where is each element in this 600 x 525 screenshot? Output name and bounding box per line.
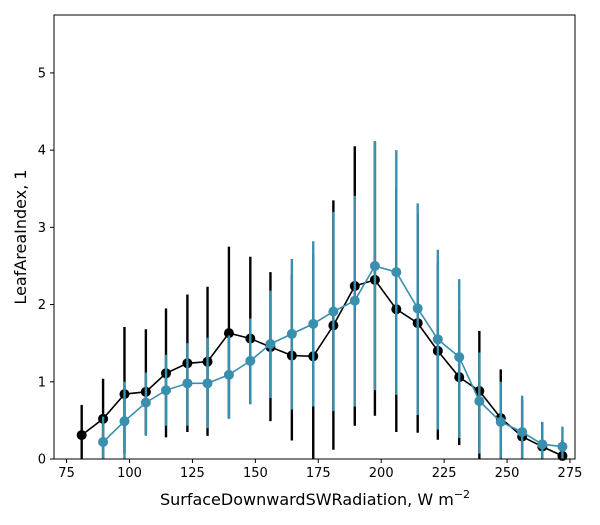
data-point <box>182 378 193 389</box>
y-axis-ticks: 0 1 2 3 4 5 <box>38 66 54 468</box>
data-point <box>308 318 319 329</box>
data-point <box>119 416 130 427</box>
x-tick-label: 275 <box>558 466 583 481</box>
x-axis-ticks: 75 100 125 150 175 200 225 250 275 <box>58 459 582 481</box>
y-tick-label: 0 <box>38 453 46 468</box>
data-point <box>474 396 485 407</box>
data-point <box>265 338 276 349</box>
x-tick-label: 150 <box>243 466 268 481</box>
x-tick-label: 175 <box>306 466 331 481</box>
data-point <box>223 369 234 380</box>
data-point <box>432 334 443 345</box>
data-point <box>328 306 339 317</box>
x-tick-label: 200 <box>369 466 394 481</box>
x-tick-label: 125 <box>180 466 205 481</box>
data-point <box>76 430 87 441</box>
plot-frame <box>53 14 576 460</box>
data-point <box>286 328 297 339</box>
data-point <box>557 441 568 452</box>
y-axis-label: LeafAreaIndex, 1 <box>11 169 30 304</box>
data-point <box>202 378 213 389</box>
data-point <box>369 260 380 271</box>
data-point <box>223 328 234 339</box>
y-tick-label: 5 <box>38 66 46 81</box>
x-axis-label-superscript: −2 <box>454 488 470 501</box>
x-tick-label: 75 <box>58 466 75 481</box>
data-point <box>161 385 172 396</box>
data-point <box>495 416 506 427</box>
data-point <box>391 267 402 278</box>
x-axis-label-text: SurfaceDownwardSWRadiation, W m <box>160 490 454 509</box>
data-point <box>412 303 423 314</box>
data-point <box>245 355 256 366</box>
y-tick-label: 4 <box>38 144 46 159</box>
x-axis-label: SurfaceDownwardSWRadiation, W m−2 <box>160 488 470 509</box>
x-tick-label: 225 <box>432 466 457 481</box>
x-tick-label: 100 <box>117 466 142 481</box>
y-tick-label: 2 <box>38 298 46 313</box>
data-point <box>517 426 528 437</box>
data-point <box>454 352 465 363</box>
x-tick-label: 250 <box>495 466 520 481</box>
series-layer <box>76 140 568 461</box>
y-tick-label: 1 <box>38 375 46 390</box>
data-point <box>349 295 360 306</box>
data-point <box>537 439 548 450</box>
data-point <box>98 437 109 448</box>
series-2 <box>98 140 568 459</box>
y-tick-label: 3 <box>38 221 46 236</box>
data-point <box>140 397 151 408</box>
